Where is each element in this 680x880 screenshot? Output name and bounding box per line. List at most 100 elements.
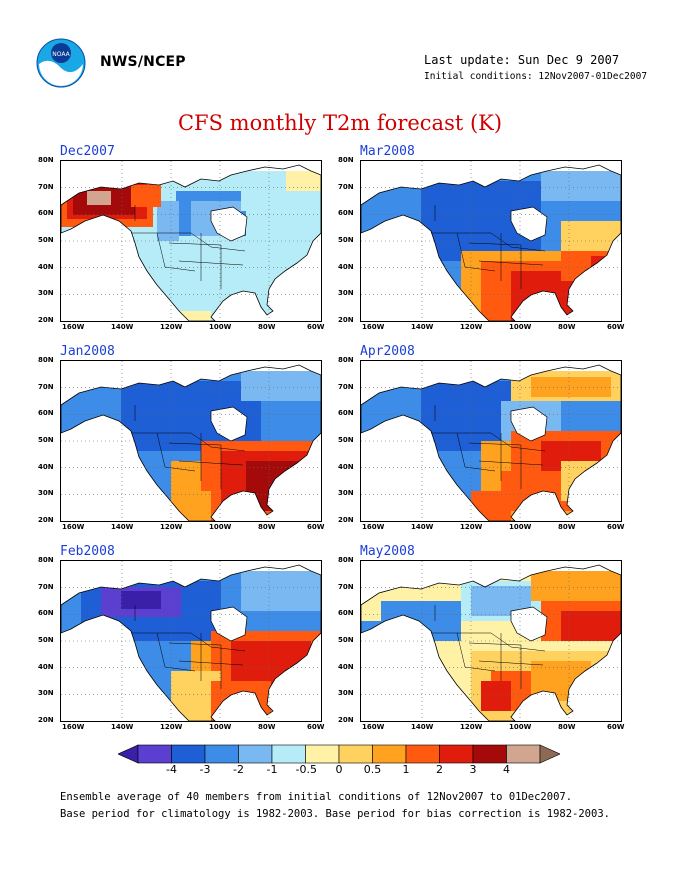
lon-tick-label: 80W xyxy=(258,723,276,731)
lat-tick-label: 30N xyxy=(338,689,354,698)
anomaly-patch xyxy=(141,391,221,441)
lat-tick-label: 80N xyxy=(338,556,354,564)
color-bar-segment xyxy=(372,744,407,764)
color-bar-segment xyxy=(439,744,474,764)
anomaly-patch xyxy=(381,601,461,641)
panel-label: Feb2008 xyxy=(60,544,115,559)
anomaly-patch xyxy=(481,681,511,711)
lon-tick-label: 120W xyxy=(160,523,183,531)
lat-tick-label: 50N xyxy=(38,636,54,644)
anomaly-patch xyxy=(561,611,621,641)
lat-tick-label: 60N xyxy=(338,409,354,418)
lat-tick-label: 40N xyxy=(338,662,354,671)
color-bar-label: 2 xyxy=(436,763,443,776)
lat-tick-label: 40N xyxy=(338,462,354,471)
lat-tick-label: 80N xyxy=(38,556,54,564)
lat-tick-label: 70N xyxy=(38,582,54,591)
lon-tick-label: 160W xyxy=(362,723,385,731)
lat-tick-label: 20N xyxy=(38,316,54,324)
lat-tick-label: 70N xyxy=(338,382,354,391)
lat-tick-label: 70N xyxy=(38,182,54,191)
lon-tick-label: 120W xyxy=(160,723,183,731)
lat-tick-label: 40N xyxy=(38,262,54,271)
footer-base-period: Base period for climatology is 1982-2003… xyxy=(60,808,610,820)
panel-label: Jan2008 xyxy=(60,344,115,359)
panel-label: May2008 xyxy=(360,544,415,559)
lat-tick-label: 50N xyxy=(338,636,354,644)
lon-tick-label: 140W xyxy=(411,723,434,731)
lon-tick-label: 140W xyxy=(111,323,134,331)
forecast-map xyxy=(60,160,322,322)
lat-tick-label: 60N xyxy=(38,409,54,418)
color-bar-label: 1 xyxy=(402,763,410,776)
lon-tick-label: 120W xyxy=(460,323,483,331)
lon-tick-label: 100W xyxy=(509,523,532,531)
color-bar-label: -2 xyxy=(233,763,244,776)
lat-tick-label: 30N xyxy=(38,289,54,298)
lon-tick-label: 160W xyxy=(362,323,385,331)
anomaly-patch xyxy=(241,571,321,611)
anomaly-patch xyxy=(171,491,211,521)
forecast-map xyxy=(60,560,322,722)
page-title: CFS monthly T2m forecast (K) xyxy=(177,111,503,135)
anomaly-patch xyxy=(131,185,161,207)
org-name: NWS/NCEP xyxy=(100,54,186,70)
lon-tick-label: 140W xyxy=(111,723,134,731)
lon-tick-label: 60W xyxy=(607,323,625,331)
lat-tick-label: 20N xyxy=(338,516,354,524)
lat-tick-label: 70N xyxy=(338,582,354,591)
lon-tick-label: 160W xyxy=(62,523,85,531)
lat-tick-label: 60N xyxy=(338,209,354,218)
lon-tick-label: 100W xyxy=(509,323,532,331)
anomaly-patch xyxy=(591,256,621,286)
lon-tick-label: 120W xyxy=(460,723,483,731)
lat-tick-label: 30N xyxy=(38,689,54,698)
lon-tick-label: 60W xyxy=(607,723,625,731)
lon-tick-label: 140W xyxy=(111,523,134,531)
lat-tick-label: 40N xyxy=(338,262,354,271)
color-bar-segment xyxy=(204,744,239,764)
lon-tick-label: 160W xyxy=(362,523,385,531)
lon-tick-label: 80W xyxy=(258,523,276,531)
lat-tick-label: 80N xyxy=(338,356,354,364)
color-bar-segment xyxy=(539,744,560,764)
color-bar-segment xyxy=(118,744,139,764)
forecast-map xyxy=(360,360,622,522)
lon-tick-label: 140W xyxy=(411,323,434,331)
lon-tick-label: 160W xyxy=(62,723,85,731)
anomaly-patch xyxy=(531,571,621,601)
anomaly-patch xyxy=(471,491,511,521)
color-bar-label: -4 xyxy=(166,763,177,776)
lon-tick-label: 80W xyxy=(258,323,276,331)
last-update: Last update: Sun Dec 9 2007 xyxy=(424,53,620,67)
noaa-logo: NOAA xyxy=(36,38,86,88)
anomaly-patch xyxy=(541,171,621,201)
lat-tick-label: 50N xyxy=(338,236,354,244)
lat-tick-label: 20N xyxy=(338,316,354,324)
color-bar xyxy=(118,744,560,764)
lon-tick-label: 160W xyxy=(62,323,85,331)
color-bar-segment xyxy=(405,744,440,764)
color-bar-label: 4 xyxy=(503,763,510,776)
color-bar-segment xyxy=(271,744,306,764)
lat-tick-label: 50N xyxy=(38,436,54,444)
anomaly-patch xyxy=(286,171,321,191)
color-bar-segment xyxy=(171,744,206,764)
lon-tick-label: 100W xyxy=(209,723,232,731)
lon-tick-label: 140W xyxy=(411,523,434,531)
anomaly-patch xyxy=(87,191,111,205)
lon-tick-label: 100W xyxy=(209,323,232,331)
forecast-map xyxy=(360,560,622,722)
logo-text: NOAA xyxy=(52,51,70,58)
lat-tick-label: 60N xyxy=(338,609,354,618)
anomaly-patch xyxy=(531,661,591,701)
lat-tick-label: 30N xyxy=(338,289,354,298)
anomaly-patch xyxy=(421,381,511,451)
color-bar-segment xyxy=(506,744,541,764)
anomaly-patch xyxy=(261,471,291,501)
lon-tick-label: 60W xyxy=(307,723,325,731)
color-bar-segment xyxy=(472,744,507,764)
lon-tick-label: 100W xyxy=(209,523,232,531)
lat-tick-label: 40N xyxy=(38,462,54,471)
panel-label: Mar2008 xyxy=(360,144,415,159)
